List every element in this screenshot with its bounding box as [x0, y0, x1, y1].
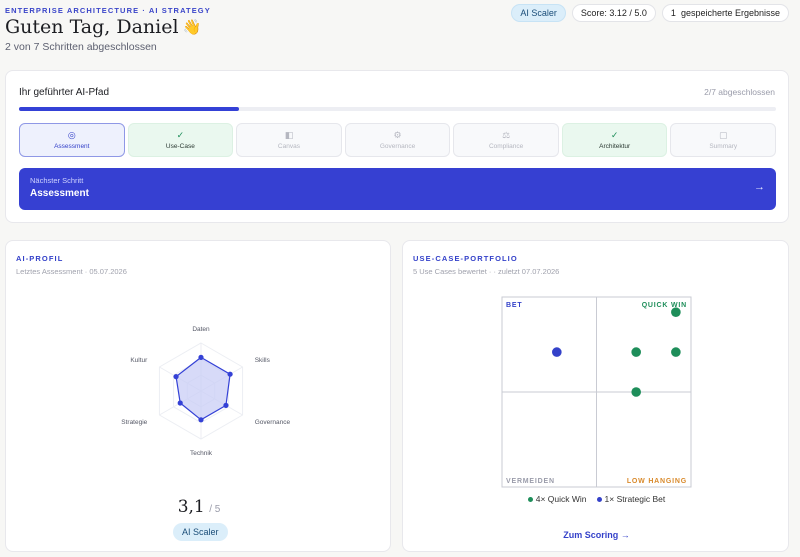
saved-results-pill[interactable]: 1 gespeicherte Ergebnisse	[661, 4, 789, 22]
wave-icon: 👋	[182, 18, 202, 36]
radar-point	[223, 402, 229, 408]
radar-point	[227, 371, 233, 377]
radar-chart: Daten Skills Governance Technik Strategie Kul…	[121, 326, 291, 457]
path-step-label: Assessment	[54, 142, 90, 150]
square-icon: ▢	[719, 129, 728, 140]
legend-item: 4× Quick Win	[527, 494, 587, 504]
legend-dot	[596, 497, 602, 503]
use-case-point[interactable]	[671, 307, 681, 317]
radar-axis-label: Daten	[192, 326, 210, 333]
path-count: 2/7 abgeschlossen	[704, 87, 775, 97]
radar-axis-label: Governance	[255, 419, 291, 426]
score-pill[interactable]: Score: 3.12 / 5.0	[571, 4, 656, 22]
radar-point	[177, 400, 183, 406]
path-step-label: Canvas	[277, 142, 300, 150]
ai-profile-title: AI-PROFIL	[16, 254, 64, 263]
target-icon: ◎	[67, 129, 76, 140]
legend-item: 1× Strategic Bet	[596, 494, 666, 504]
canvas-icon: ◧	[284, 129, 294, 140]
path-steps: ◎ Assessment ✓ Use-Case ◧ Canvas ⚙ Governance ⚖ C…	[19, 123, 777, 157]
header-pills: AI Scaler Score: 3.12 / 5.0 1 gespeicher…	[511, 4, 789, 22]
maturity-badge[interactable]: AI Scaler	[511, 4, 566, 22]
quadrant-low-hanging-label: LOW HANGING	[627, 478, 687, 485]
portfolio-matrix: BET QUICK WIN VERMEIDEN LOW HANGING	[501, 296, 692, 488]
path-step-label: Architektur	[599, 142, 631, 150]
check-icon: ✓	[610, 129, 619, 140]
saved-results-count: 1	[670, 8, 676, 18]
gear-icon: ⚙	[393, 129, 402, 140]
ai-score: 3,1 / 5	[6, 497, 392, 517]
radar-point	[173, 374, 179, 380]
ai-score-value: 3,1	[177, 497, 205, 517]
radar-axis-label: Kultur	[130, 357, 148, 364]
use-case-portfolio-card: USE-CASE-PORTFOLIO 5 Use Cases bewertet …	[402, 240, 789, 552]
radar-axis-label: Technik	[190, 450, 213, 457]
check-icon: ✓	[176, 129, 185, 140]
ai-profile-subtitle: Letztes Assessment · 05.07.2026	[16, 267, 127, 276]
ai-profile-card: AI-PROFIL Letztes Assessment · 05.07.202…	[5, 240, 391, 552]
use-case-point[interactable]	[631, 347, 641, 357]
quadrant-avoid-label: VERMEIDEN	[506, 478, 555, 485]
next-step-value: Assessment	[30, 188, 89, 199]
progress-summary: 2 von 7 Schritten abgeschlossen	[5, 41, 157, 53]
header-eyebrow: ENTERPRISE ARCHITECTURE · AI STRATEGY	[5, 6, 211, 15]
path-progress-bar	[19, 107, 776, 111]
radar-axis-label: Skills	[255, 357, 271, 364]
path-progress-fill	[19, 107, 239, 111]
ai-score-max: / 5	[209, 504, 221, 515]
portfolio-title: USE-CASE-PORTFOLIO	[413, 254, 518, 263]
path-step-architektur[interactable]: ✓ Architektur	[561, 123, 668, 157]
use-case-point[interactable]	[552, 347, 562, 357]
radar-point	[198, 417, 204, 423]
scoring-link[interactable]: Zum Scoring →	[563, 530, 630, 540]
path-step-label: Use-Case	[165, 142, 195, 150]
path-step-governance[interactable]: ⚙ Governance	[344, 123, 451, 157]
path-step-assessment[interactable]: ◎ Assessment	[19, 123, 125, 157]
path-step-label: Summary	[709, 142, 738, 150]
legend-text: 1× Strategic Bet	[604, 494, 666, 504]
quadrant-quick-win-label: QUICK WIN	[642, 302, 687, 309]
path-step-compliance[interactable]: ⚖ Compliance	[453, 123, 559, 157]
path-step-label: Governance	[379, 142, 416, 150]
greeting-text: Guten Tag, Daniel	[5, 16, 179, 38]
next-step-label: Nächster Schritt	[30, 176, 84, 185]
legend-text: 4× Quick Win	[535, 494, 587, 504]
scale-icon: ⚖	[502, 129, 511, 140]
portfolio-subtitle: 5 Use Cases bewertet · · zuletzt 07.07.2…	[413, 267, 560, 276]
path-step-label: Compliance	[488, 142, 524, 150]
portfolio-legend: 4× Quick Win 1× Strategic Bet	[403, 494, 790, 504]
path-step-summary[interactable]: ▢ Summary	[670, 123, 777, 157]
path-title: Ihr geführter AI-Pfad	[19, 87, 110, 98]
next-step-button[interactable]: Nächster Schritt Assessment →	[19, 168, 776, 210]
saved-results-label: gespeicherte Ergebnisse	[680, 8, 780, 18]
use-case-point[interactable]	[631, 387, 641, 397]
use-case-point[interactable]	[671, 347, 681, 357]
path-step-use-case[interactable]: ✓ Use-Case	[127, 123, 234, 157]
path-step-canvas[interactable]: ◧ Canvas	[236, 123, 342, 157]
quadrant-bet-label: BET	[506, 302, 522, 309]
arrow-right-icon: →	[754, 181, 765, 193]
radar-point	[198, 354, 204, 360]
ai-profile-badge: AI Scaler	[173, 523, 228, 541]
guided-path-card: Ihr geführter AI-Pfad 2/7 abgeschlossen …	[5, 70, 789, 223]
radar-axis-label: Strategie	[121, 419, 147, 426]
greeting-heading: Guten Tag, Daniel 👋	[5, 16, 201, 38]
legend-dot	[527, 497, 533, 503]
